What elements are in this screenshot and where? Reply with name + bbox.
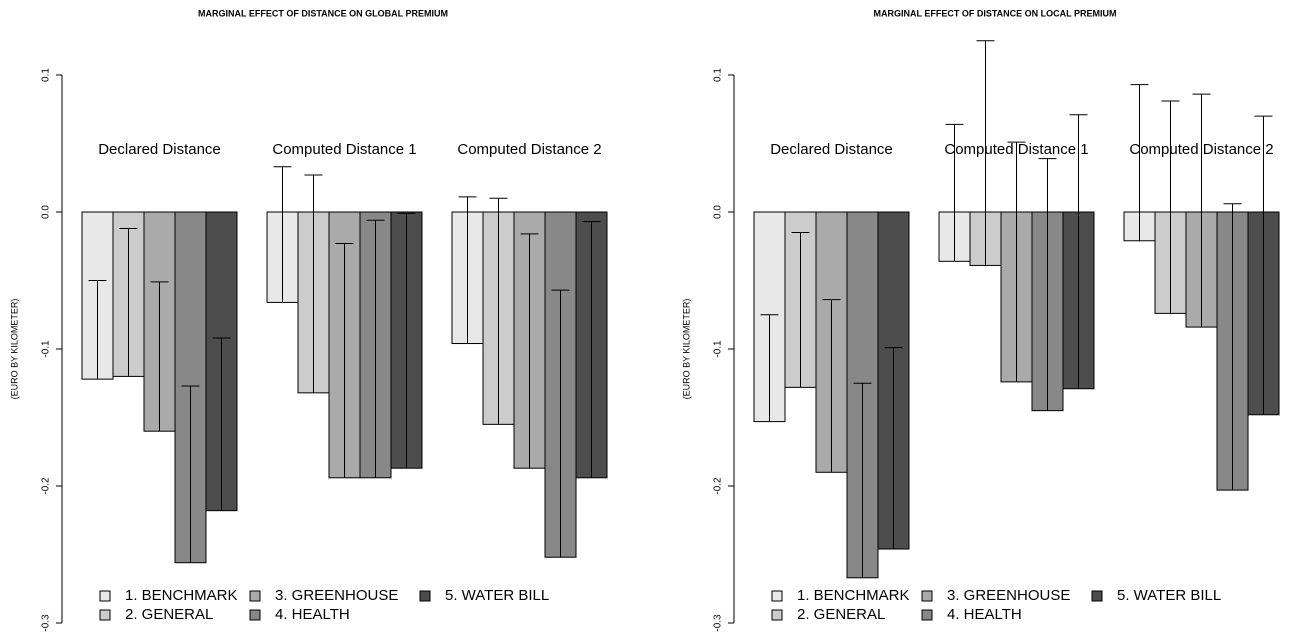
- legend-swatch: [249, 590, 261, 602]
- y-tick-label: -0.1: [713, 340, 724, 358]
- legend-label: 3. GREENHOUSE: [947, 587, 1070, 604]
- y-tick-label: -0.1: [41, 340, 52, 358]
- y-tick-label: 0.1: [41, 68, 52, 82]
- legend-swatch: [921, 590, 933, 602]
- group-label: Declared Distance: [98, 141, 221, 158]
- legend-label: 1. BENCHMARK: [125, 587, 238, 604]
- y-tick-label: -0.2: [713, 477, 724, 495]
- legend-swatch: [99, 609, 111, 621]
- legend-swatch: [419, 590, 431, 602]
- legend-label: 3. GREENHOUSE: [275, 587, 398, 604]
- legend-swatch: [771, 609, 783, 621]
- legend-swatch: [1091, 590, 1103, 602]
- legend-label: 1. BENCHMARK: [797, 587, 910, 604]
- y-axis-label: (EURO BY KILOMETER): [681, 299, 691, 400]
- legend-label: 4. HEALTH: [947, 606, 1022, 623]
- y-tick-label: 0.1: [713, 68, 724, 82]
- legend-label: 5. WATER BILL: [1117, 587, 1221, 604]
- chart-title: MARGINAL EFFECT OF DISTANCE ON LOCAL PRE…: [874, 8, 1117, 18]
- legend-swatch: [771, 590, 783, 602]
- y-tick-label: 0.0: [41, 205, 52, 219]
- legend-swatch: [249, 609, 261, 621]
- legend-label: 4. HEALTH: [275, 606, 350, 623]
- y-tick-label: 0.0: [713, 205, 724, 219]
- y-tick-label: -0.3: [41, 614, 52, 632]
- y-axis-label: (EURO BY KILOMETER): [9, 299, 19, 400]
- group-label: Computed Distance 1: [272, 141, 416, 158]
- legend-label: 2. GENERAL: [125, 606, 213, 623]
- y-tick-label: -0.3: [713, 614, 724, 632]
- legend-swatch: [99, 590, 111, 602]
- chart-title: MARGINAL EFFECT OF DISTANCE ON GLOBAL PR…: [198, 8, 448, 18]
- legend-label: 5. WATER BILL: [445, 587, 549, 604]
- group-label: Declared Distance: [770, 141, 893, 158]
- legend-swatch: [921, 609, 933, 621]
- legend-label: 2. GENERAL: [797, 606, 885, 623]
- y-tick-label: -0.2: [41, 477, 52, 495]
- group-label: Computed Distance 2: [457, 141, 601, 158]
